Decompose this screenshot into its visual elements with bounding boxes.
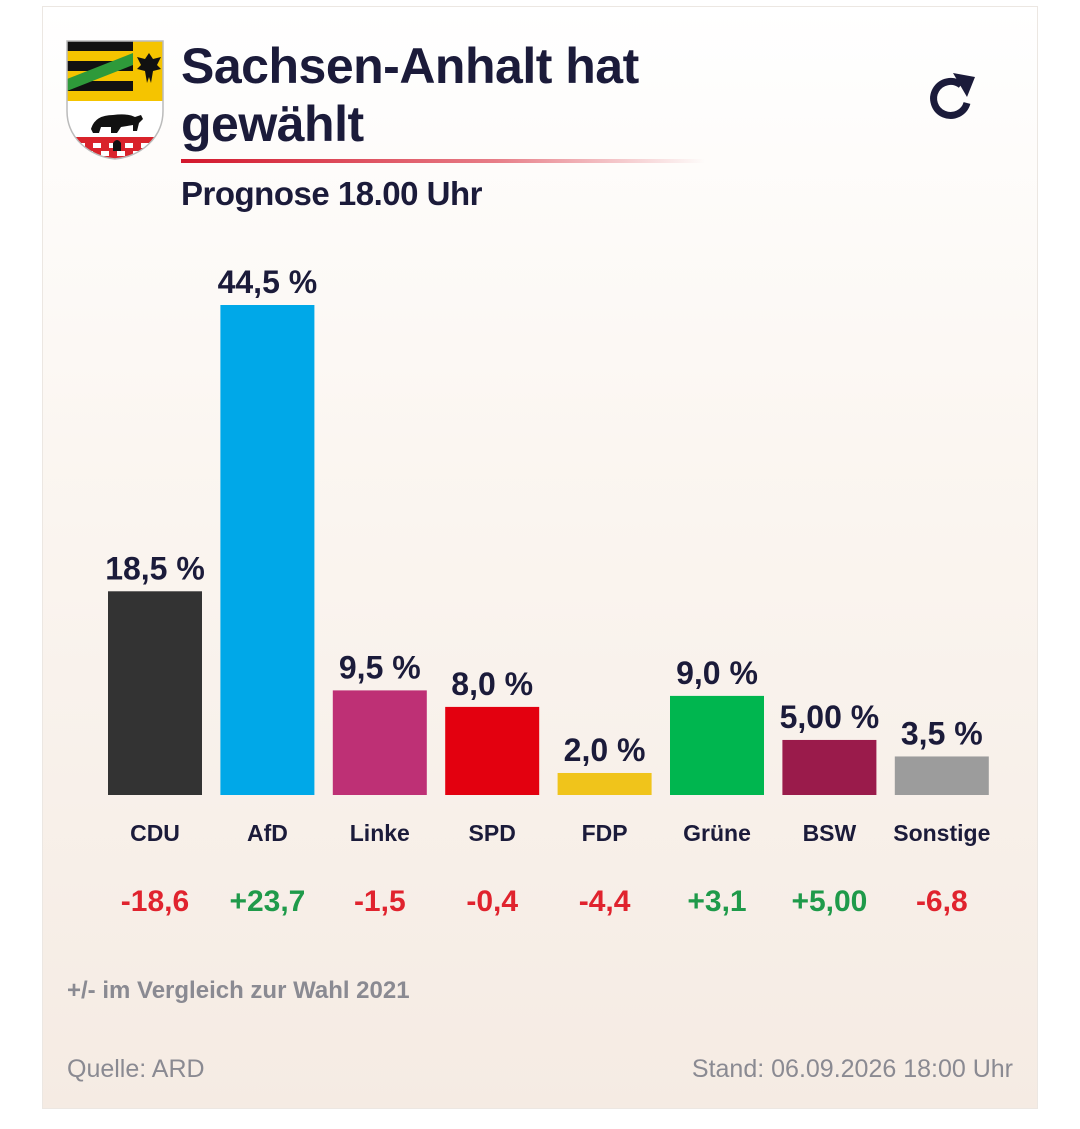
bar-grüne [670,695,764,795]
coat-of-arms-icon [66,40,164,160]
change-label: +5,00 [791,885,867,918]
bar-fdp [557,772,652,795]
category-label: Linke [350,820,410,846]
bar-value-label: 8,0 % [451,666,533,702]
change-label: -1,5 [354,885,406,918]
change-label: -6,8 [916,885,968,918]
bar-bsw [782,739,877,795]
change-label: +23,7 [229,885,305,918]
category-label: SPD [469,820,516,846]
result-card: Sachsen-Anhalt hat gewählt Prognose 18.0… [42,6,1038,1109]
category-label: AfD [247,820,288,846]
category-label: FDP [582,820,628,846]
bar-value-label: 5,00 % [780,699,880,735]
comparison-note: +/- im Vergleich zur Wahl 2021 [67,977,410,1004]
chart-subtitle: Prognose 18.00 Uhr [181,175,482,212]
bar-cdu [108,591,202,795]
chart-title: Sachsen-Anhalt hat gewählt [181,38,639,152]
source-text: Quelle: ARD [67,1055,205,1083]
change-label: -18,6 [121,885,189,918]
bar-chart: 18,5 % CDU -18,6 44,5 % AfD +23,7 9,5 % Linke -1… [105,264,990,918]
change-label: -4,4 [579,885,631,918]
bar-value-label: 9,0 % [676,655,758,691]
bar-value-label: 18,5 % [105,550,205,586]
bar-value-label: 2,0 % [564,732,646,768]
bar-linke [332,690,427,795]
bar-value-label: 44,5 % [218,264,318,300]
category-label: BSW [803,820,857,846]
bar-value-label: 3,5 % [901,715,983,751]
change-label: +3,1 [687,885,746,918]
timestamp-text: Stand: 06.09.2026 18:00 Uhr [691,1055,1013,1083]
title-underline [181,159,705,163]
category-label: Sonstige [893,820,990,846]
bar-afd [220,305,315,795]
change-label: -0,4 [466,885,518,918]
refresh-icon[interactable] [923,67,979,127]
category-label: Grüne [683,820,751,846]
category-label: CDU [130,820,180,846]
bar-value-label: 9,5 % [339,649,421,685]
bar-spd [445,706,540,795]
bar-sonstige [894,756,989,795]
